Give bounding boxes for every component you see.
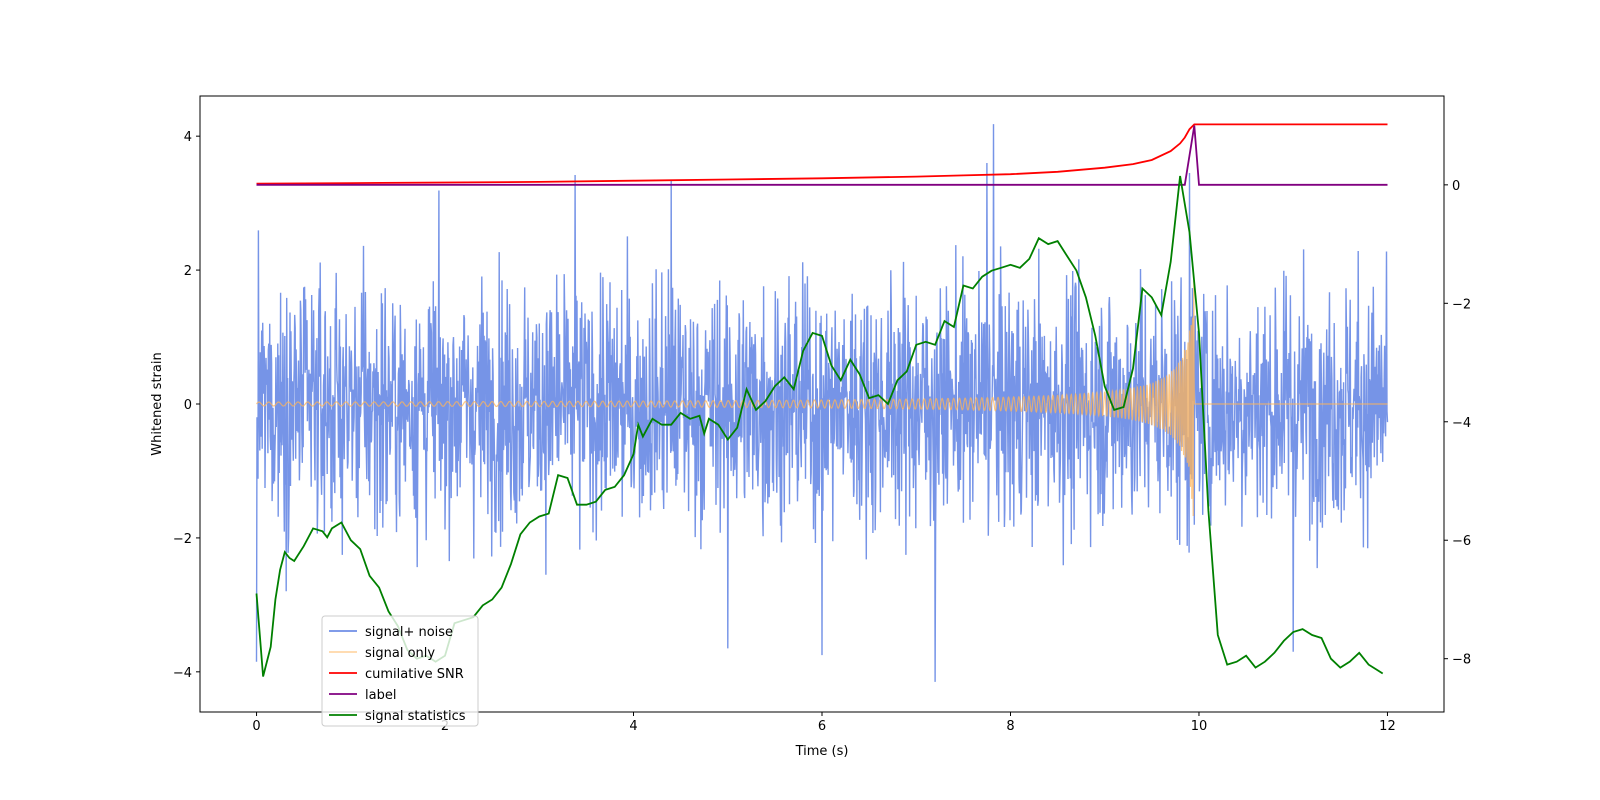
legend-entry: cumilative SNR [365,667,464,682]
x-tick-label: 8 [1006,719,1014,734]
series-signal-only [256,280,1388,517]
y-tick-label: 2 [184,264,192,279]
series-label [256,125,1388,186]
x-tick-label: 12 [1379,719,1396,734]
y2-tick-label: −6 [1452,534,1471,549]
series-cumilative-snr [256,123,1388,185]
y-tick-label: −4 [173,666,192,681]
y2-tick-label: −4 [1452,416,1471,431]
plot-series [255,123,1389,682]
y-tick-label: 0 [184,398,192,413]
x-tick-label: 10 [1191,719,1208,734]
y-tick-label: 4 [184,130,192,145]
legend-box [321,615,479,727]
x-tick-label: 6 [818,719,826,734]
legend: signal+ noise signal only cumilative SNR la… [321,615,479,727]
y-axis-right: −8 −6 −4 −2 0 [1444,179,1471,668]
legend-entry: signal only [365,646,435,661]
y2-tick-label: 0 [1452,179,1460,194]
y2-tick-label: −8 [1452,653,1471,668]
x-tick-label: 4 [629,719,637,734]
y2-tick-label: −2 [1452,297,1471,312]
x-axis-label: Time (s) [795,744,849,759]
legend-entry: signal statistics [365,709,466,724]
y-axis-label: Whitened strain [150,352,165,455]
legend-entry: label [365,688,396,703]
series-signal-noise [255,124,1389,682]
y-axis-left: −4 −2 0 2 4 [173,130,200,681]
legend-entry: signal+ noise [365,625,453,640]
x-tick-label: 0 [252,719,260,734]
y-tick-label: −2 [173,532,192,547]
